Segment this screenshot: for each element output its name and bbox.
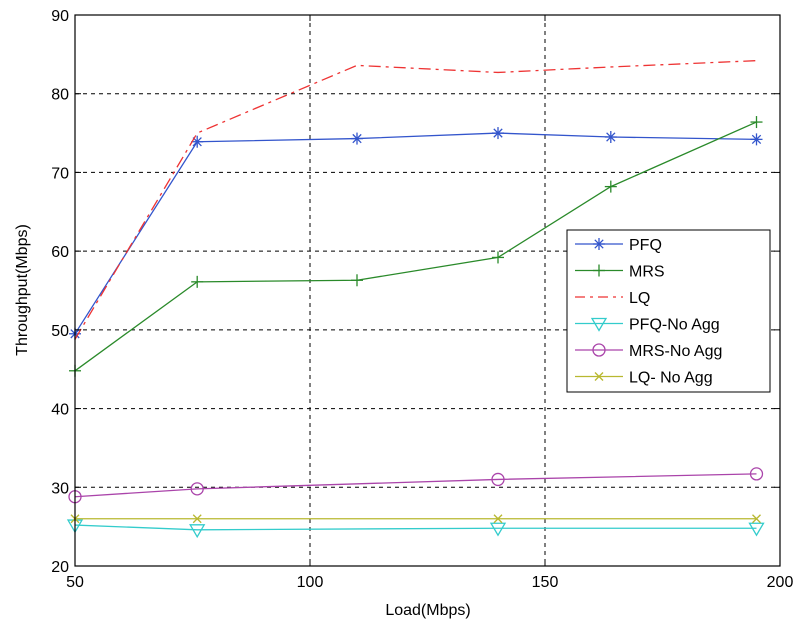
data-point (191, 275, 204, 288)
series-mrs-no-agg (68, 467, 764, 504)
data-point (604, 180, 617, 193)
x-axis-title: Load(Mbps) (385, 602, 470, 619)
series-line (74, 121, 757, 372)
legend-box (566, 229, 771, 393)
data-point (749, 467, 764, 481)
legend-label: LQ- No Agg (629, 370, 713, 387)
series-line (74, 524, 757, 531)
y-tick-label: 90 (51, 8, 69, 25)
x-tick-label: 50 (66, 574, 84, 591)
y-axis-title: Throughput(Mbps) (14, 224, 31, 356)
y-tick-label: 20 (51, 559, 69, 576)
y-tick-label: 70 (51, 165, 69, 182)
series-pfq (69, 127, 763, 340)
series-group (66, 60, 765, 539)
series-line (74, 473, 757, 498)
y-tick-label: 60 (51, 244, 69, 261)
legend-label: MRS-No Agg (629, 343, 722, 360)
legend-entry: MRS-No Agg (575, 343, 722, 360)
legend-entry: PFQ (575, 237, 662, 254)
legend-marker (590, 317, 608, 332)
y-tick-label: 40 (51, 402, 69, 419)
data-point (192, 514, 202, 524)
series-lq (74, 60, 757, 340)
legend-marker (592, 343, 606, 357)
data-point (750, 116, 763, 129)
legend-marker (593, 264, 605, 277)
data-point (604, 131, 617, 144)
data-point (752, 514, 761, 524)
data-point (351, 132, 363, 145)
y-tick-label: 30 (51, 480, 69, 497)
legend-label: MRS (629, 264, 665, 281)
data-point (748, 522, 765, 537)
legend-marker (594, 372, 604, 381)
data-point (191, 135, 204, 148)
x-tick-label: 100 (297, 574, 324, 591)
plot-frame (74, 14, 781, 567)
legend-entry: LQ (575, 290, 650, 307)
y-tick-label: 80 (51, 87, 69, 104)
data-point (492, 127, 504, 140)
data-point (189, 524, 206, 539)
data-point (351, 274, 363, 287)
legend-entry: MRS (575, 264, 665, 281)
data-point (750, 133, 763, 146)
data-point (491, 472, 505, 487)
y-axis-ticks: 20 30 40 50 60 70 80 90 (51, 8, 780, 576)
data-point (492, 251, 504, 264)
x-tick-label: 150 (532, 574, 559, 591)
data-point (489, 522, 507, 537)
series-lq-no-agg (70, 514, 761, 524)
series-pfq-no-agg (66, 519, 765, 539)
data-point (190, 482, 204, 496)
series-line (74, 132, 757, 335)
y-tick-label: 50 (51, 323, 69, 340)
legend-label: PFQ-No Agg (629, 317, 720, 334)
data-point (493, 514, 503, 524)
x-tick-label: 200 (767, 574, 794, 591)
legend: PFQ MRS LQ PFQ-No Agg MRS-No Agg LQ- No Agg (566, 229, 771, 393)
legend-entry: LQ- No Agg (575, 370, 713, 387)
legend-marker (593, 238, 605, 250)
legend-entry: PFQ-No Agg (575, 317, 720, 334)
legend-label: PFQ (629, 237, 662, 254)
series-line (74, 60, 757, 340)
x-axis-ticks: 50 100 150 200 (66, 15, 793, 591)
legend-label: LQ (629, 290, 650, 307)
